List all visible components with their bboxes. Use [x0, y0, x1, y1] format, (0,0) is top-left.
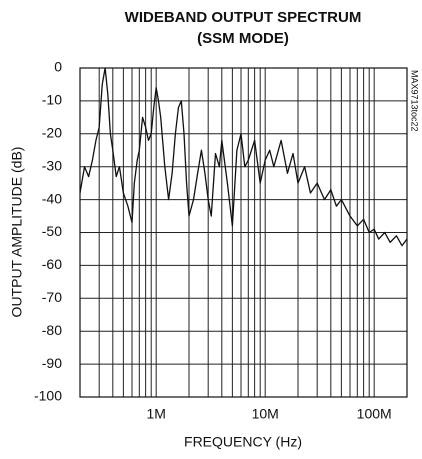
- y-tick-label: -100: [34, 388, 62, 404]
- y-tick-label: -90: [42, 355, 62, 371]
- y-tick-label: -70: [42, 289, 62, 305]
- x-tick-label: 1M: [146, 406, 165, 422]
- chart-title: WIDEBAND OUTPUT SPECTRUM: [125, 9, 362, 26]
- x-tick-label: 100M: [357, 406, 392, 422]
- y-tick-label: -20: [42, 125, 62, 141]
- x-axis-label: FREQUENCY (Hz): [184, 434, 302, 450]
- y-axis-label: OUTPUT AMPLITUDE (dB): [9, 147, 25, 318]
- y-tick-label: -50: [42, 223, 62, 239]
- annotation: MAX9713toc22: [410, 70, 420, 132]
- x-tick-label: 10M: [252, 406, 279, 422]
- y-tick-label: -80: [42, 322, 62, 338]
- y-tick-label: 0: [54, 59, 62, 75]
- y-tick-label: -40: [42, 190, 62, 206]
- spectrum-line: [79, 67, 408, 247]
- y-tick-label: -30: [42, 157, 62, 173]
- y-tick-label: -10: [42, 92, 62, 108]
- plot-border: [79, 67, 408, 398]
- y-tick-label: -60: [42, 256, 62, 272]
- chart-subtitle: (SSM MODE): [197, 30, 289, 47]
